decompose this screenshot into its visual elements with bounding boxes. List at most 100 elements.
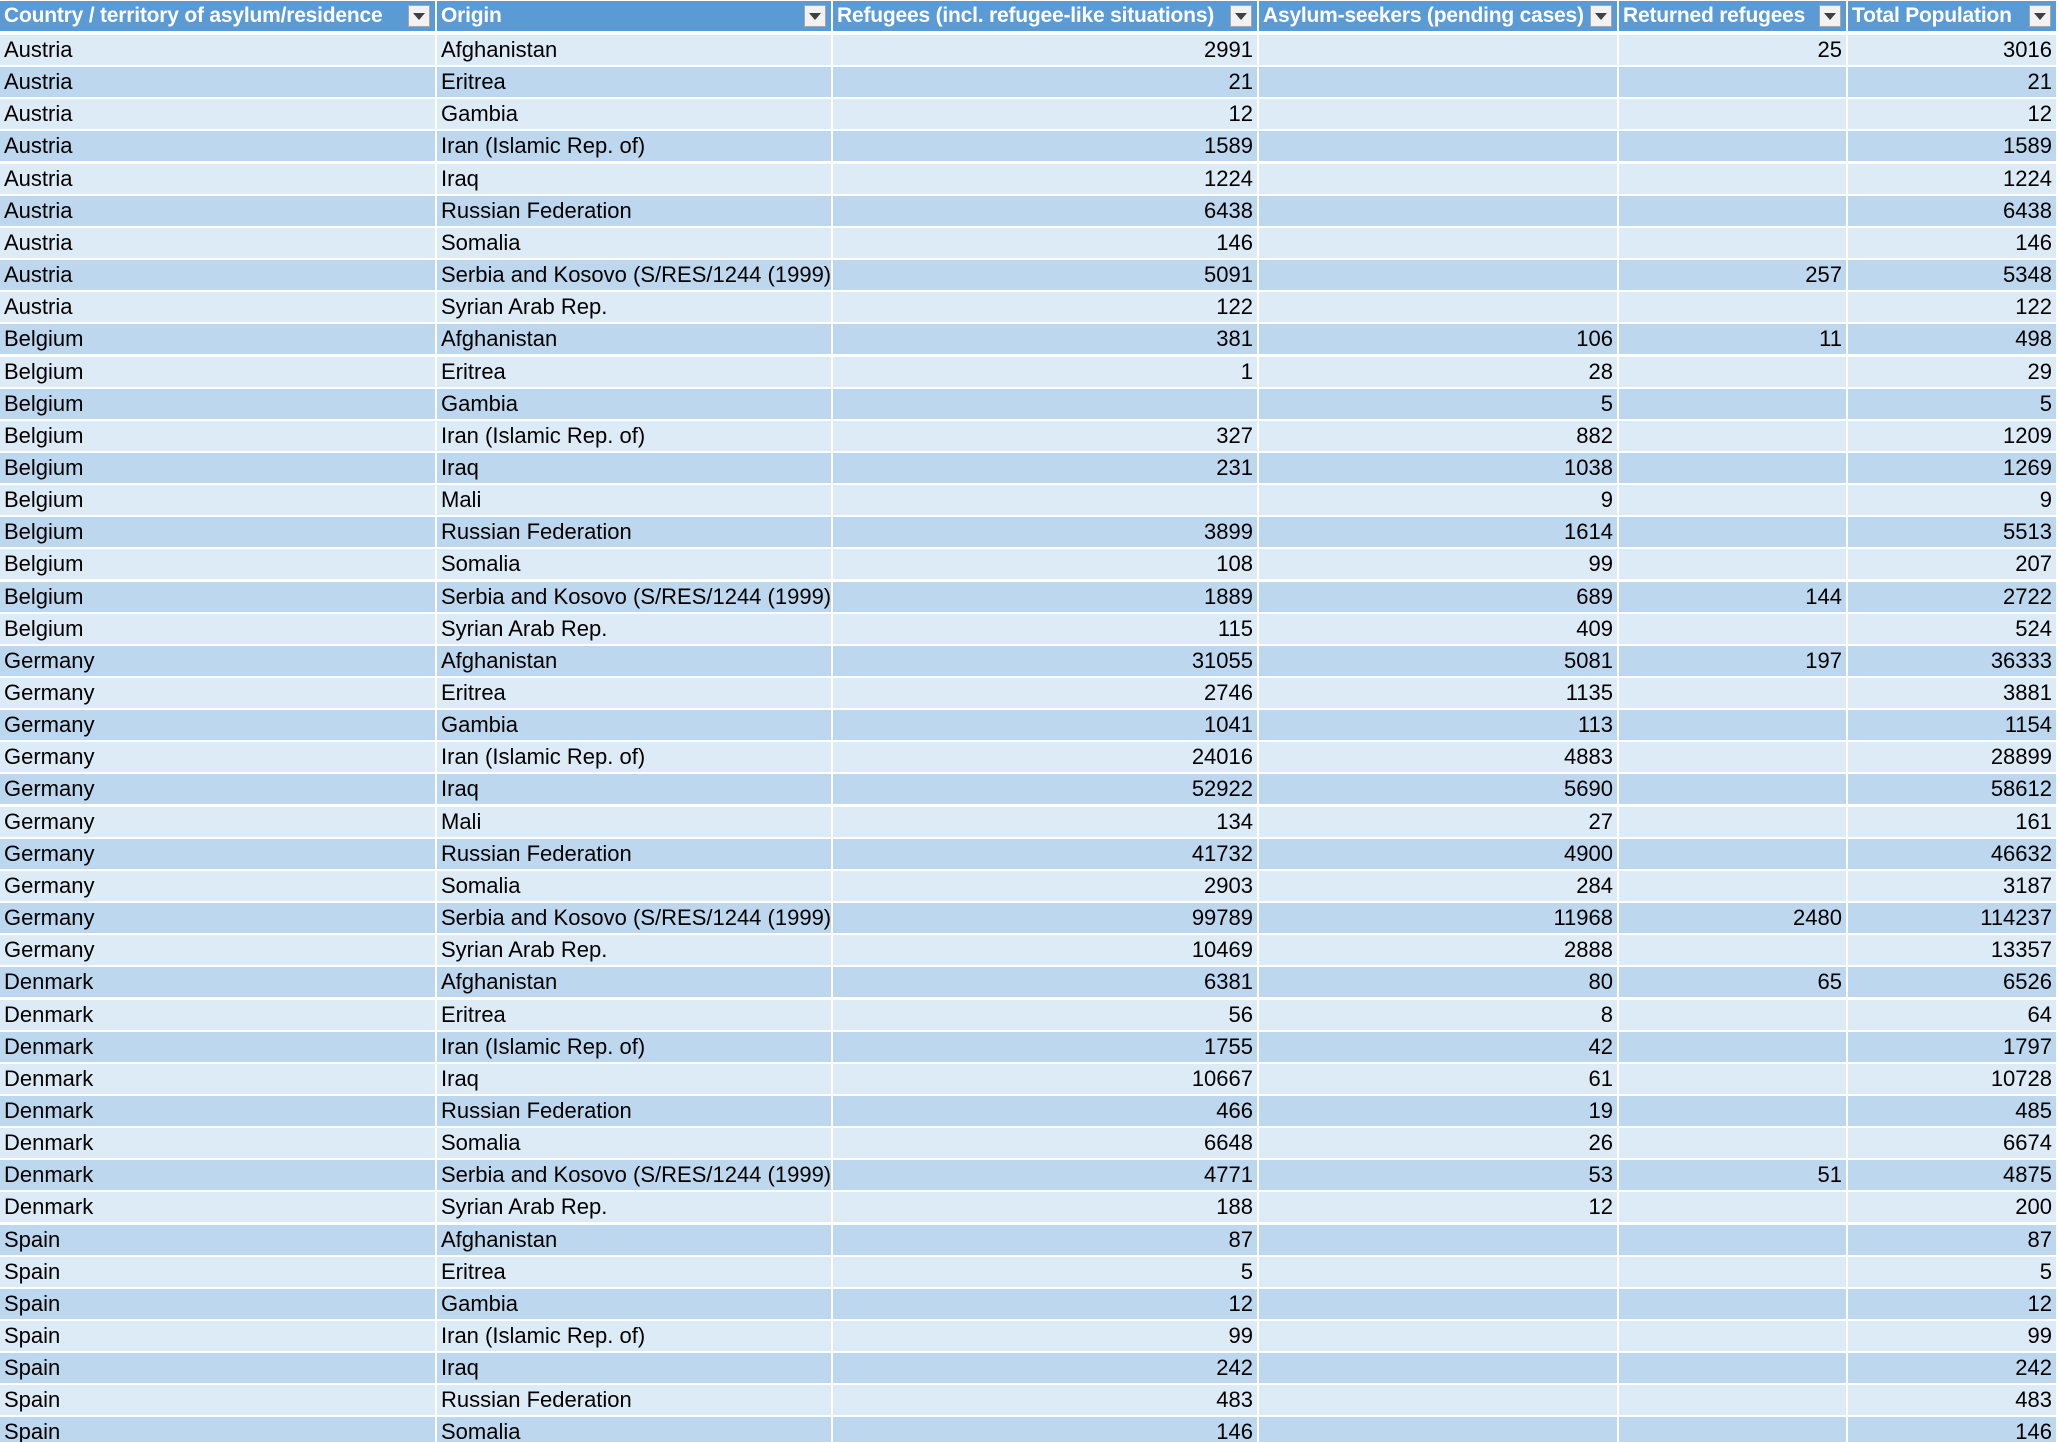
cell-asylum[interactable]: [1259, 1321, 1619, 1353]
cell-country[interactable]: Denmark: [0, 1128, 437, 1161]
cell-country[interactable]: Belgium: [0, 485, 437, 518]
cell-returned[interactable]: [1619, 838, 1848, 871]
cell-total[interactable]: 6674: [1848, 1128, 2058, 1161]
cell-country[interactable]: Germany: [0, 903, 437, 936]
cell-country[interactable]: Belgium: [0, 388, 437, 421]
cell-total[interactable]: 146: [1848, 227, 2058, 260]
cell-asylum[interactable]: 5081: [1259, 645, 1619, 678]
cell-asylum[interactable]: 5690: [1259, 774, 1619, 807]
cell-returned[interactable]: [1619, 710, 1848, 743]
cell-country[interactable]: Belgium: [0, 613, 437, 646]
cell-origin[interactable]: Serbia and Kosovo (S/RES/1244 (1999)): [437, 581, 833, 614]
cell-total[interactable]: 12: [1848, 1288, 2058, 1321]
cell-country[interactable]: Austria: [0, 292, 437, 325]
cell-refugees[interactable]: 10667: [833, 1063, 1259, 1096]
cell-total[interactable]: 5348: [1848, 260, 2058, 293]
cell-refugees[interactable]: 108: [833, 549, 1259, 582]
cell-origin[interactable]: Iran (Islamic Rep. of): [437, 1031, 833, 1064]
cell-asylum[interactable]: 2888: [1259, 935, 1619, 968]
cell-returned[interactable]: [1619, 517, 1848, 550]
cell-asylum[interactable]: 53: [1259, 1160, 1619, 1193]
cell-asylum[interactable]: 26: [1259, 1128, 1619, 1161]
cell-total[interactable]: 161: [1848, 806, 2058, 839]
cell-returned[interactable]: [1619, 613, 1848, 646]
cell-asylum[interactable]: [1259, 292, 1619, 325]
cell-asylum[interactable]: 9: [1259, 485, 1619, 518]
cell-country[interactable]: Spain: [0, 1321, 437, 1353]
cell-origin[interactable]: Somalia: [437, 549, 833, 582]
cell-origin[interactable]: Somalia: [437, 870, 833, 903]
cell-refugees[interactable]: 1224: [833, 163, 1259, 196]
cell-returned[interactable]: [1619, 356, 1848, 389]
cell-refugees[interactable]: 52922: [833, 774, 1259, 807]
cell-country[interactable]: Belgium: [0, 356, 437, 389]
cell-origin[interactable]: Russian Federation: [437, 1385, 833, 1418]
cell-returned[interactable]: [1619, 1256, 1848, 1289]
cell-asylum[interactable]: 28: [1259, 356, 1619, 389]
filter-dropdown-icon[interactable]: [2029, 5, 2051, 27]
cell-asylum[interactable]: [1259, 1224, 1619, 1257]
cell-total[interactable]: 9: [1848, 485, 2058, 518]
cell-refugees[interactable]: 10469: [833, 935, 1259, 968]
cell-country[interactable]: Austria: [0, 195, 437, 228]
cell-asylum[interactable]: [1259, 1288, 1619, 1321]
filter-dropdown-icon[interactable]: [1590, 5, 1612, 27]
cell-total[interactable]: 5513: [1848, 517, 2058, 550]
cell-asylum[interactable]: [1259, 99, 1619, 132]
cell-origin[interactable]: Afghanistan: [437, 645, 833, 678]
cell-origin[interactable]: Somalia: [437, 227, 833, 260]
cell-asylum[interactable]: 106: [1259, 324, 1619, 357]
cell-country[interactable]: Germany: [0, 742, 437, 775]
cell-origin[interactable]: Syrian Arab Rep.: [437, 935, 833, 968]
cell-asylum[interactable]: [1259, 1256, 1619, 1289]
cell-origin[interactable]: Mali: [437, 806, 833, 839]
cell-total[interactable]: 21: [1848, 67, 2058, 100]
cell-total[interactable]: 29: [1848, 356, 2058, 389]
cell-refugees[interactable]: 242: [833, 1353, 1259, 1386]
cell-asylum[interactable]: 61: [1259, 1063, 1619, 1096]
cell-country[interactable]: Denmark: [0, 1192, 437, 1225]
cell-refugees[interactable]: 2903: [833, 870, 1259, 903]
cell-asylum[interactable]: 5: [1259, 388, 1619, 421]
filter-dropdown-icon[interactable]: [408, 5, 430, 27]
cell-origin[interactable]: Iraq: [437, 774, 833, 807]
cell-asylum[interactable]: [1259, 1385, 1619, 1418]
cell-country[interactable]: Germany: [0, 774, 437, 807]
cell-origin[interactable]: Iraq: [437, 1353, 833, 1386]
cell-origin[interactable]: Iraq: [437, 1063, 833, 1096]
cell-asylum[interactable]: 4900: [1259, 838, 1619, 871]
cell-asylum[interactable]: 882: [1259, 420, 1619, 453]
cell-total[interactable]: 242: [1848, 1353, 2058, 1386]
cell-returned[interactable]: [1619, 1385, 1848, 1418]
cell-origin[interactable]: Eritrea: [437, 356, 833, 389]
cell-origin[interactable]: Syrian Arab Rep.: [437, 292, 833, 325]
cell-returned[interactable]: [1619, 99, 1848, 132]
cell-origin[interactable]: Gambia: [437, 388, 833, 421]
cell-returned[interactable]: [1619, 935, 1848, 968]
cell-refugees[interactable]: 146: [833, 1417, 1259, 1442]
cell-returned[interactable]: [1619, 485, 1848, 518]
cell-refugees[interactable]: 3899: [833, 517, 1259, 550]
cell-country[interactable]: Austria: [0, 131, 437, 164]
cell-asylum[interactable]: [1259, 227, 1619, 260]
cell-country[interactable]: Germany: [0, 935, 437, 968]
cell-asylum[interactable]: 27: [1259, 806, 1619, 839]
cell-origin[interactable]: Gambia: [437, 1288, 833, 1321]
cell-returned[interactable]: 25: [1619, 35, 1848, 67]
cell-returned[interactable]: 65: [1619, 967, 1848, 1000]
cell-returned[interactable]: [1619, 1128, 1848, 1161]
cell-total[interactable]: 114237: [1848, 903, 2058, 936]
cell-total[interactable]: 146: [1848, 1417, 2058, 1442]
cell-total[interactable]: 58612: [1848, 774, 2058, 807]
cell-total[interactable]: 498: [1848, 324, 2058, 357]
cell-total[interactable]: 1209: [1848, 420, 2058, 453]
cell-refugees[interactable]: 115: [833, 613, 1259, 646]
cell-origin[interactable]: Mali: [437, 485, 833, 518]
cell-returned[interactable]: [1619, 549, 1848, 582]
cell-refugees[interactable]: 2746: [833, 678, 1259, 710]
cell-returned[interactable]: [1619, 870, 1848, 903]
cell-refugees[interactable]: 134: [833, 806, 1259, 839]
cell-origin[interactable]: Syrian Arab Rep.: [437, 613, 833, 646]
cell-origin[interactable]: Russian Federation: [437, 517, 833, 550]
filter-dropdown-icon[interactable]: [1230, 5, 1252, 27]
